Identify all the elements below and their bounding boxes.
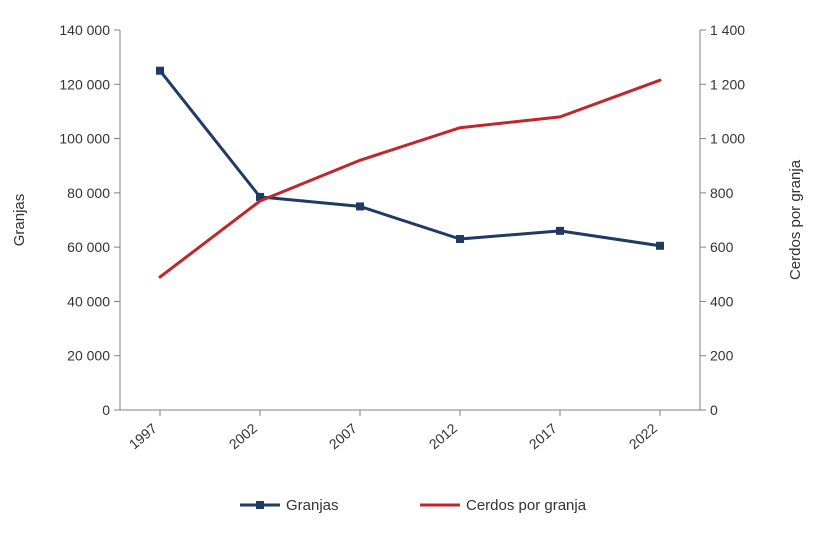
y-right-tick-label: 0 [710,402,718,418]
y-left-tick-label: 100 000 [59,131,110,147]
series-marker-granjas [456,235,464,243]
y-left-tick-label: 20 000 [67,348,110,364]
y-right-axis-label: Cerdos por granja [787,159,804,280]
y-right-tick-label: 200 [710,348,734,364]
x-tick-label: 2007 [326,420,360,452]
dual-axis-line-chart: 0 20 000 40 000 60 000 80 000 100 000 120 000 1… [0,0,820,552]
chart-container: 0 20 000 40 000 60 000 80 000 100 000 120 000 1… [0,0,820,552]
y-left-tick-label: 80 000 [67,185,110,201]
y-left-tick-label: 120 000 [59,76,110,92]
y-left-tick-label: 40 000 [67,293,110,309]
y-right-tick-label: 1 000 [710,131,745,147]
y-right-tick-label: 1 200 [710,76,745,92]
series-line-cerdos_por_granja [160,80,660,277]
y-right-tick-label: 1 400 [710,22,745,38]
y-right-tick-label: 800 [710,185,734,201]
series-marker-granjas [556,227,564,235]
x-tick-label: 2002 [226,420,260,452]
legend-label-cerdos_por_granja: Cerdos por granja [466,497,587,514]
y-right-tick-label: 600 [710,239,734,255]
series-marker-granjas [656,242,664,250]
y-right-tick-label: 400 [710,293,734,309]
x-tick-label: 1997 [126,420,160,452]
y-left-tick-label: 0 [102,402,110,418]
series-marker-granjas [356,202,364,210]
y-left-tick-label: 140 000 [59,22,110,38]
x-tick-label: 2012 [426,420,460,452]
legend-label-granjas: Granjas [286,497,339,514]
y-left-axis-label: Granjas [11,194,28,247]
legend-marker-granjas [256,501,264,509]
series-marker-granjas [156,67,164,75]
x-tick-label: 2017 [526,420,560,452]
x-tick-label: 2022 [626,420,660,452]
y-left-tick-label: 60 000 [67,239,110,255]
